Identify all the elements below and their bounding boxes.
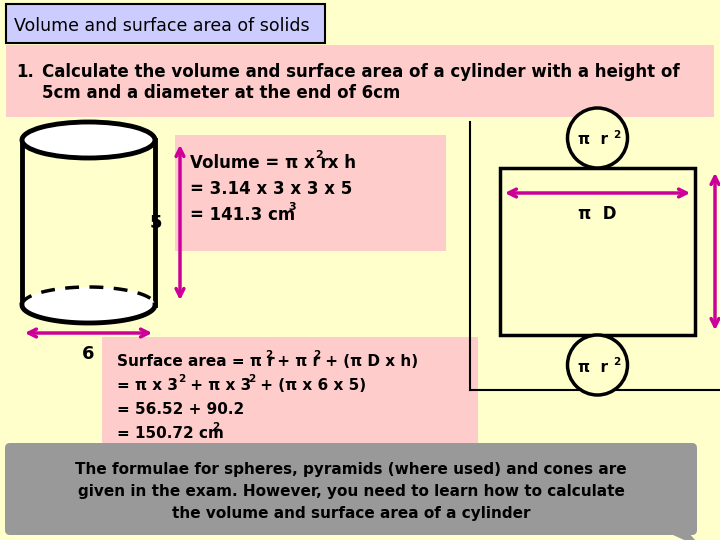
Text: + (π x 6 x 5): + (π x 6 x 5) [255,378,366,393]
Text: x h: x h [322,154,356,172]
Text: + π x 3: + π x 3 [185,378,251,393]
Text: = 141.3 cm: = 141.3 cm [190,206,295,224]
Text: π  r: π r [578,132,608,147]
Ellipse shape [567,335,628,395]
Text: 5: 5 [150,213,162,232]
Polygon shape [662,525,702,540]
Bar [500,168,695,335]
Ellipse shape [22,122,155,158]
Text: Surface area = π r: Surface area = π r [117,354,274,369]
FancyBboxPatch shape [102,337,478,463]
Text: + π r: + π r [272,354,320,369]
Text: 3: 3 [288,202,296,212]
Text: 2: 2 [178,374,185,384]
Text: 2: 2 [613,130,621,140]
Ellipse shape [567,108,628,168]
Text: 2: 2 [248,374,256,384]
FancyBboxPatch shape [6,4,325,43]
Text: Volume = π x r: Volume = π x r [190,154,329,172]
Text: 2: 2 [315,150,323,160]
FancyBboxPatch shape [175,135,446,251]
Text: 5cm and a diameter at the end of 6cm: 5cm and a diameter at the end of 6cm [42,84,400,102]
Text: = 150.72 cm: = 150.72 cm [117,426,224,441]
Text: = π x 3: = π x 3 [117,378,178,393]
Text: π  ​D: π ​D [578,205,617,223]
FancyBboxPatch shape [5,443,697,535]
Text: 2: 2 [613,357,621,367]
Text: = 56.52 + 90.2: = 56.52 + 90.2 [117,402,244,417]
FancyBboxPatch shape [6,45,714,117]
Text: = 3.14 x 3 x 3 x 5: = 3.14 x 3 x 3 x 5 [190,180,352,198]
Text: π  r: π r [578,360,608,375]
Text: 6: 6 [82,345,95,363]
Ellipse shape [22,287,155,323]
Text: the volume and surface area of a cylinder: the volume and surface area of a cylinde… [172,506,530,521]
Text: The formulae for spheres, pyramids (where used) and cones are: The formulae for spheres, pyramids (wher… [75,462,627,477]
Text: 2: 2 [313,350,320,360]
Text: + (π D x h): + (π D x h) [320,354,418,369]
Text: Volume and surface area of solids: Volume and surface area of solids [14,17,310,35]
Text: 2: 2 [265,350,272,360]
Text: given in the exam. However, you need to learn how to calculate: given in the exam. However, you need to … [78,484,624,499]
Text: Calculate the volume and surface area of a cylinder with a height of: Calculate the volume and surface area of… [42,63,680,81]
Text: 2: 2 [212,422,220,432]
Text: 1.: 1. [16,63,34,81]
